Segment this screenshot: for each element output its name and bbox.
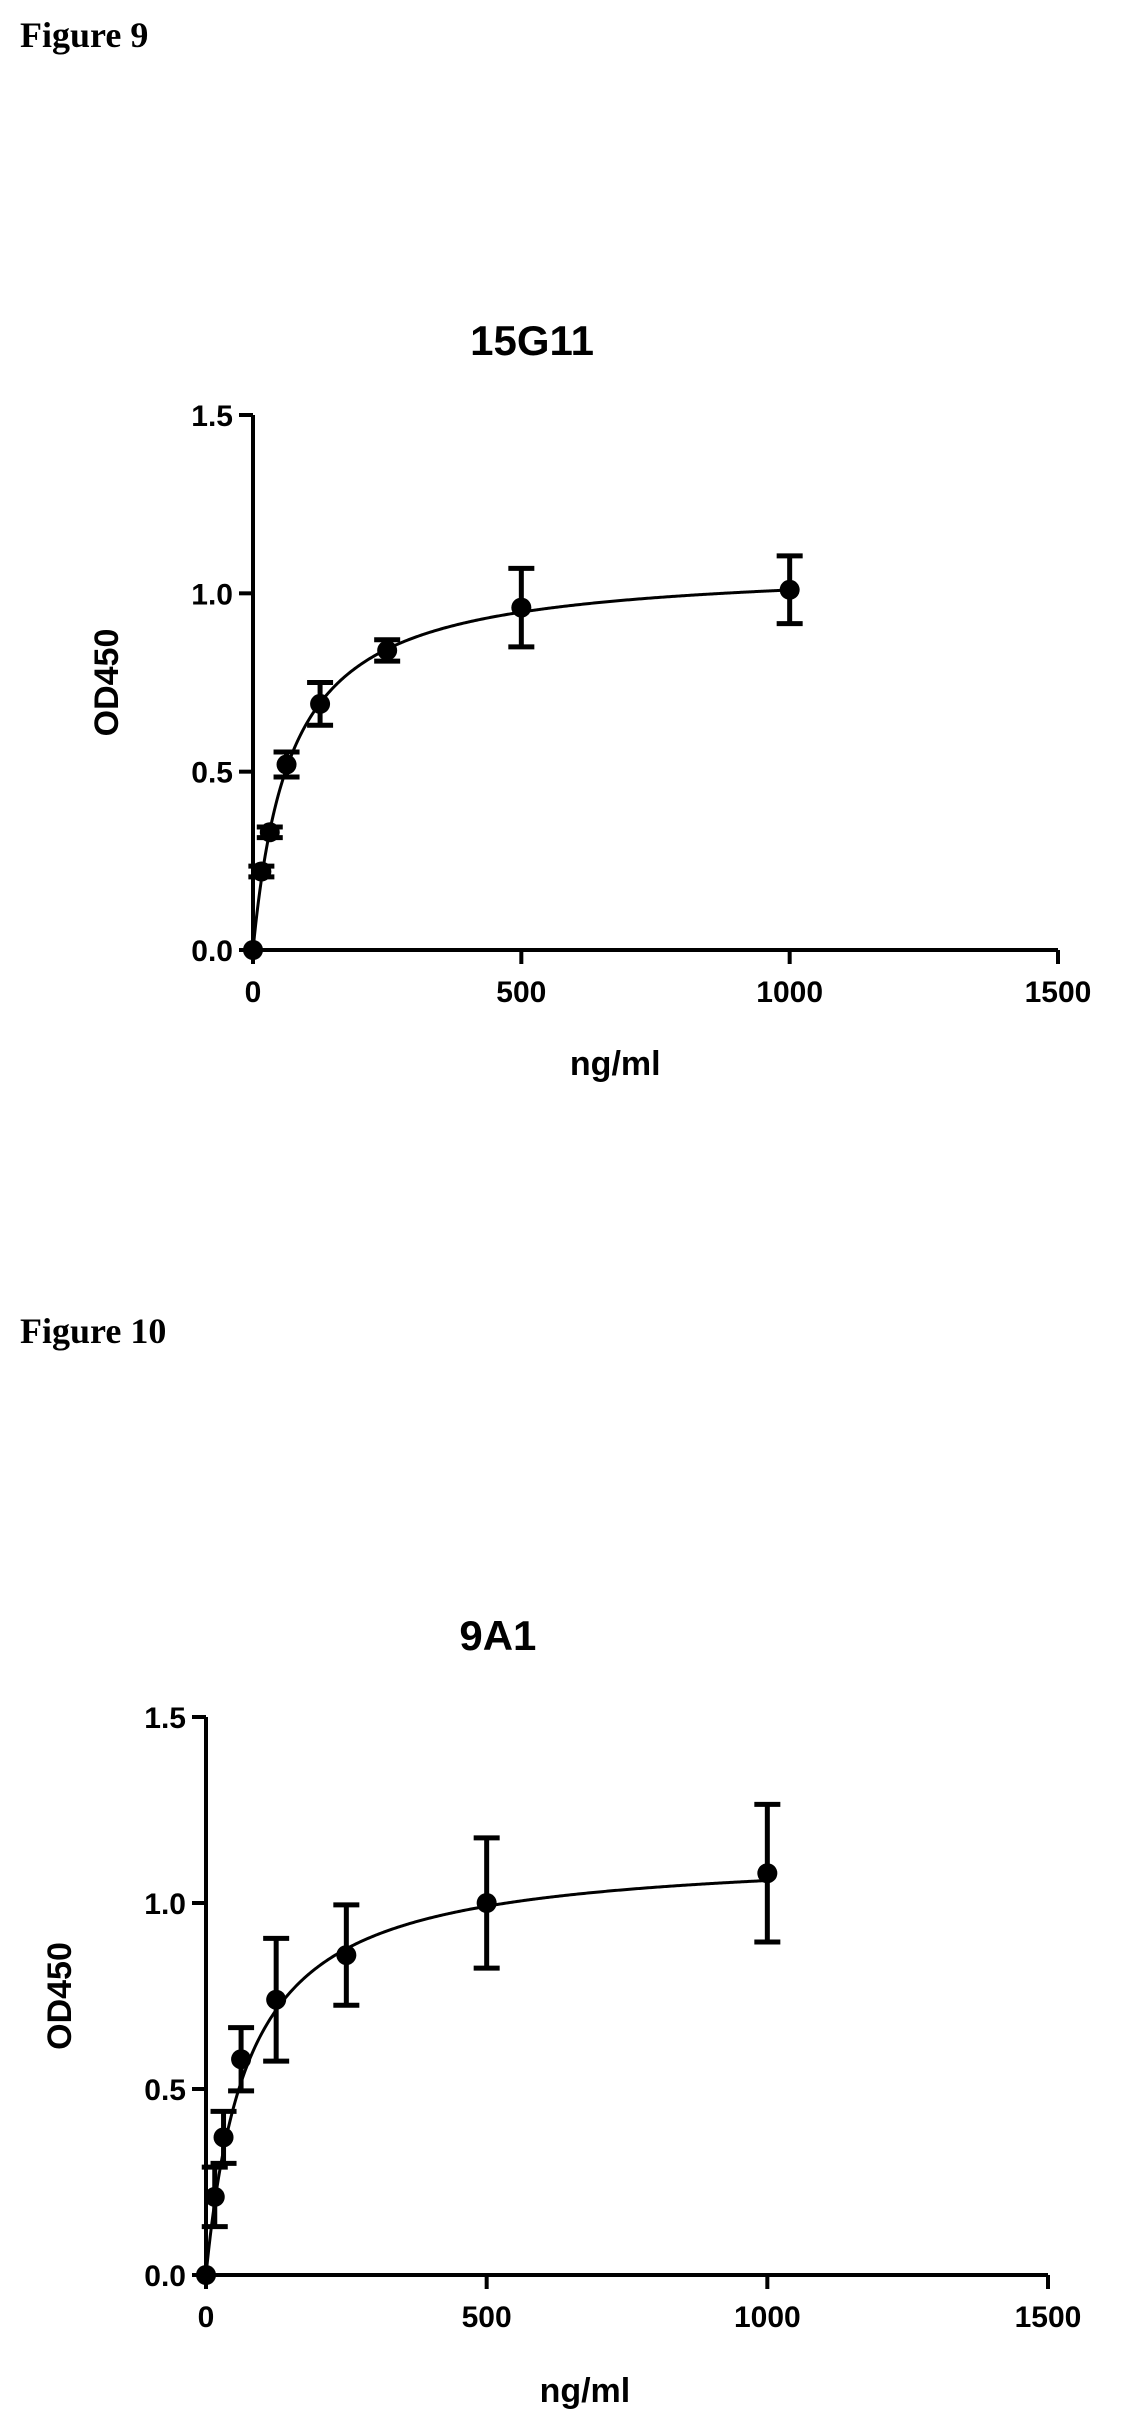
x-axis-label: ng/ml (540, 2372, 631, 2410)
data-point (336, 1945, 357, 1966)
y-tick-label: 0.5 (144, 2074, 186, 2107)
data-point (204, 2186, 225, 2207)
data-point (251, 861, 272, 882)
data-point (243, 940, 263, 960)
x-tick-label: 500 (462, 2301, 512, 2334)
figure-10-caption: Figure 10 (20, 1311, 167, 1351)
y-axis-label: OD450 (88, 629, 126, 737)
data-point (757, 1863, 778, 1884)
data-point (231, 2049, 252, 2070)
y-axis-label: OD450 (41, 1942, 79, 2050)
data-point (196, 2265, 216, 2285)
y-tick-label: 1.0 (144, 1888, 186, 1921)
data-point (266, 1989, 287, 2010)
y-tick-label: 1.5 (144, 1702, 186, 1735)
x-tick-label: 1500 (1025, 976, 1092, 1009)
data-point (259, 822, 280, 843)
y-tick-label: 0.0 (191, 935, 233, 968)
data-point (511, 597, 532, 618)
chart-15G11: 15G11 0.0 0.5 1.0 1.5 0 500 1000 1500 ng/ml OD450 (88, 317, 1092, 1083)
x-tick-label: 1500 (1015, 2301, 1082, 2334)
data-point (213, 2127, 234, 2148)
x-axis-label: ng/ml (570, 1045, 661, 1083)
data-point (310, 693, 331, 714)
chart-title: 9A1 (459, 1612, 536, 1659)
x-tick-label: 500 (496, 976, 546, 1009)
y-tick-label: 1.0 (191, 578, 233, 611)
figure-9-caption: Figure 9 (20, 15, 149, 55)
x-tick-label: 0 (245, 976, 262, 1009)
x-tick-label: 1000 (756, 976, 823, 1009)
data-point (476, 1893, 497, 1913)
y-tick-label: 1.5 (191, 400, 233, 433)
x-tick-label: 1000 (734, 2301, 801, 2334)
chart-title: 15G11 (470, 317, 594, 364)
x-tick-label: 0 (198, 2301, 215, 2334)
data-point (779, 579, 800, 600)
data-point (276, 754, 297, 775)
data-point (377, 640, 398, 661)
chart-9A1: 9A1 0.0 0.5 1.0 1.5 0 500 1000 1500 ng/ml OD450 (41, 1612, 1082, 2410)
y-tick-label: 0.5 (191, 757, 233, 790)
y-tick-label: 0.0 (144, 2260, 186, 2293)
